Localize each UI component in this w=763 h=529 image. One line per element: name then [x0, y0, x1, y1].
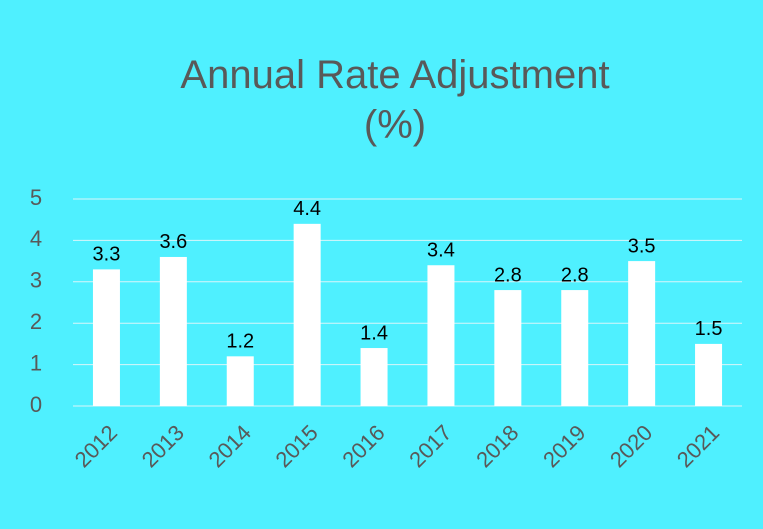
x-tick-label: 2018	[471, 420, 523, 472]
y-tick-label: 4	[30, 226, 42, 251]
bar	[360, 348, 388, 406]
y-tick-label: 0	[30, 392, 42, 417]
x-tick-label: 2019	[538, 420, 590, 472]
data-label: 3.4	[427, 240, 455, 262]
y-tick-label: 1	[30, 350, 42, 375]
x-tick-label: 2013	[137, 420, 189, 472]
data-label: 4.4	[293, 198, 321, 220]
data-label: 3.6	[159, 231, 187, 253]
y-tick-label: 2	[30, 309, 42, 334]
x-tick-label: 2020	[605, 420, 657, 472]
bar	[695, 343, 723, 406]
x-tick-label: 2012	[70, 420, 122, 472]
data-label: 3.3	[93, 244, 121, 266]
x-tick-label: 2014	[204, 420, 256, 472]
bar	[628, 261, 656, 406]
x-tick-label: 2016	[337, 420, 389, 472]
y-tick-label: 3	[30, 268, 42, 293]
data-label: 1.5	[695, 318, 723, 340]
bar	[293, 223, 321, 406]
data-label: 2.8	[561, 264, 589, 286]
bar	[226, 356, 254, 406]
chart-title: Annual Rate Adjustment (%)	[180, 53, 610, 147]
bar	[561, 290, 589, 406]
bar	[427, 265, 455, 406]
bar	[159, 256, 187, 406]
y-tick-label: 5	[30, 185, 42, 210]
bar	[92, 269, 120, 406]
data-label: 3.5	[628, 235, 656, 257]
x-tick-label: 2015	[271, 420, 323, 472]
x-tick-label: 2017	[404, 420, 456, 472]
data-label: 2.8	[494, 264, 522, 286]
x-tick-label: 2021	[672, 420, 724, 472]
data-label: 1.2	[226, 331, 254, 353]
data-label: 1.4	[360, 322, 388, 344]
bar	[494, 290, 522, 406]
